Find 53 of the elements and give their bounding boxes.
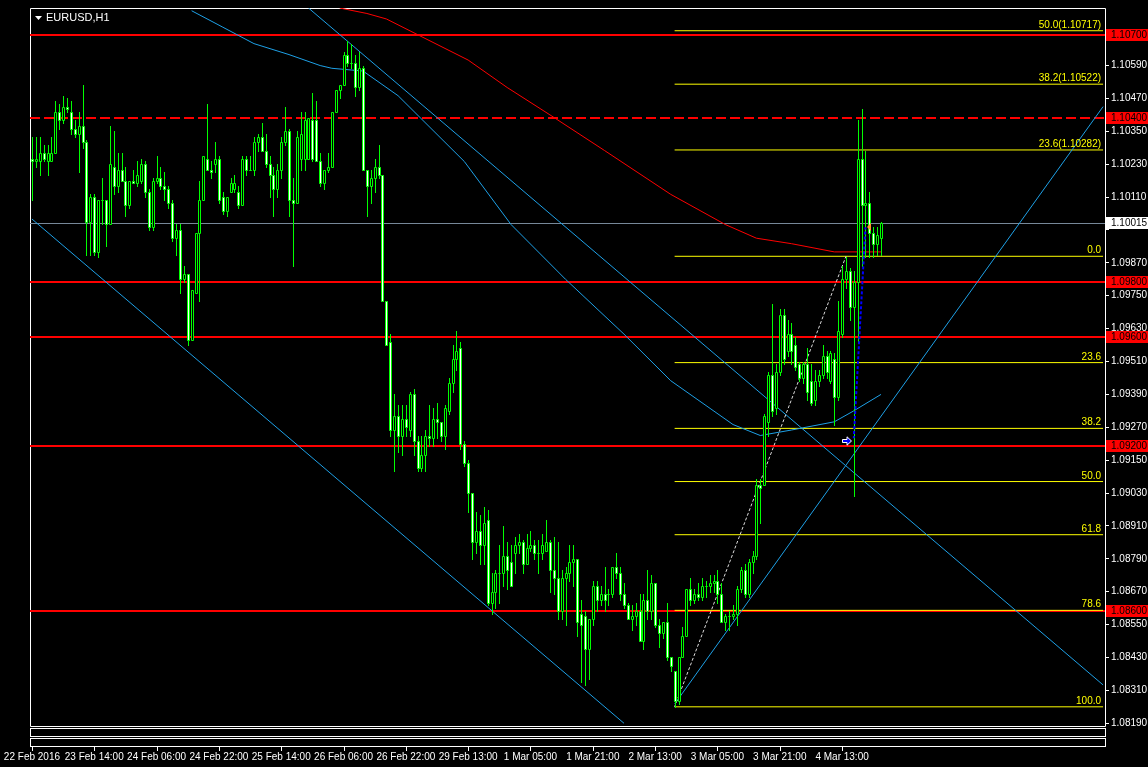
y-tick-label: 1.09150 (1111, 453, 1148, 465)
y-tick-label: 1.08310 (1111, 684, 1148, 696)
y-tick-label: 1.08430 (1111, 651, 1148, 663)
series-label: 23.6(1.10282) (1038, 137, 1102, 149)
x-tick-label: 2 Mar 13:00 (628, 750, 683, 762)
x-tick-label: 4 Mar 13:00 (815, 750, 870, 762)
candlestick (35, 137, 38, 168)
ref-line-label: 1.10400 (1111, 112, 1148, 124)
x-tick-label: 3 Mar 21:00 (753, 750, 807, 762)
ref-line-label: 1.08600 (1111, 605, 1148, 617)
series-label: 23.6 (1081, 350, 1102, 362)
x-tick-label: 3 Mar 05:00 (690, 750, 745, 762)
ref-line-label: 1.10015 (1111, 217, 1148, 229)
series-label: 78.6 (1081, 598, 1102, 610)
y-tick-label: 1.10350 (1111, 125, 1148, 137)
x-tick-label: 23 Feb 14:00 (64, 750, 125, 762)
series-label: 61.8 (1081, 522, 1102, 534)
x-tick-label: 26 Feb 06:00 (314, 750, 374, 762)
x-tick-label: 22 Feb 2016 (3, 750, 61, 762)
series-label: 100.0 (1076, 694, 1102, 706)
y-tick-label: 1.10110 (1111, 190, 1147, 202)
ref-line-label: 1.09600 (1111, 331, 1148, 343)
x-tick-label: 29 Feb 13:00 (438, 750, 499, 762)
series-label: 50.0(1.10717) (1038, 18, 1102, 30)
series-label: 38.2 (1081, 416, 1102, 428)
y-tick-label: 1.09750 (1111, 289, 1148, 301)
x-tick-label: 24 Feb 22:00 (189, 750, 249, 762)
y-tick-label: 1.08670 (1111, 585, 1148, 597)
x-tick-label: 1 Mar 21:00 (566, 750, 620, 762)
x-tick-label: 24 Feb 06:00 (127, 750, 187, 762)
ref-line-label: 1.09800 (1111, 276, 1148, 288)
x-tick-label: 25 Feb 14:00 (251, 750, 312, 762)
y-tick-label: 1.08790 (1111, 552, 1148, 564)
ref-line-label: 1.09200 (1111, 440, 1148, 452)
x-tick-label: 1 Mar 05:00 (503, 750, 558, 762)
y-tick-label: 1.10470 (1111, 92, 1148, 104)
y-tick-label: 1.09870 (1111, 256, 1148, 268)
x-tick-label: 26 Feb 22:00 (376, 750, 436, 762)
ref-line-label: 1.10700 (1111, 29, 1148, 41)
y-tick-label: 1.09270 (1111, 421, 1148, 433)
series-label: 38.2(1.10522) (1038, 72, 1102, 84)
chart-title: EURUSD,H1 (46, 10, 110, 23)
y-tick-label: 1.10230 (1111, 157, 1148, 169)
y-tick-label: 1.09030 (1111, 486, 1148, 498)
y-tick-label: 1.09510 (1111, 355, 1148, 367)
y-tick-label: 1.10590 (1111, 59, 1148, 71)
y-tick-label: 1.08910 (1111, 519, 1148, 531)
y-tick-label: 1.09630 (1111, 322, 1148, 334)
series-label: 50.0 (1081, 469, 1102, 481)
y-tick-label: 1.09390 (1111, 388, 1148, 400)
y-tick-label: 1.08190 (1111, 717, 1148, 729)
y-tick-label: 1.08550 (1111, 618, 1148, 630)
series-label: 0.0 (1087, 244, 1102, 256)
